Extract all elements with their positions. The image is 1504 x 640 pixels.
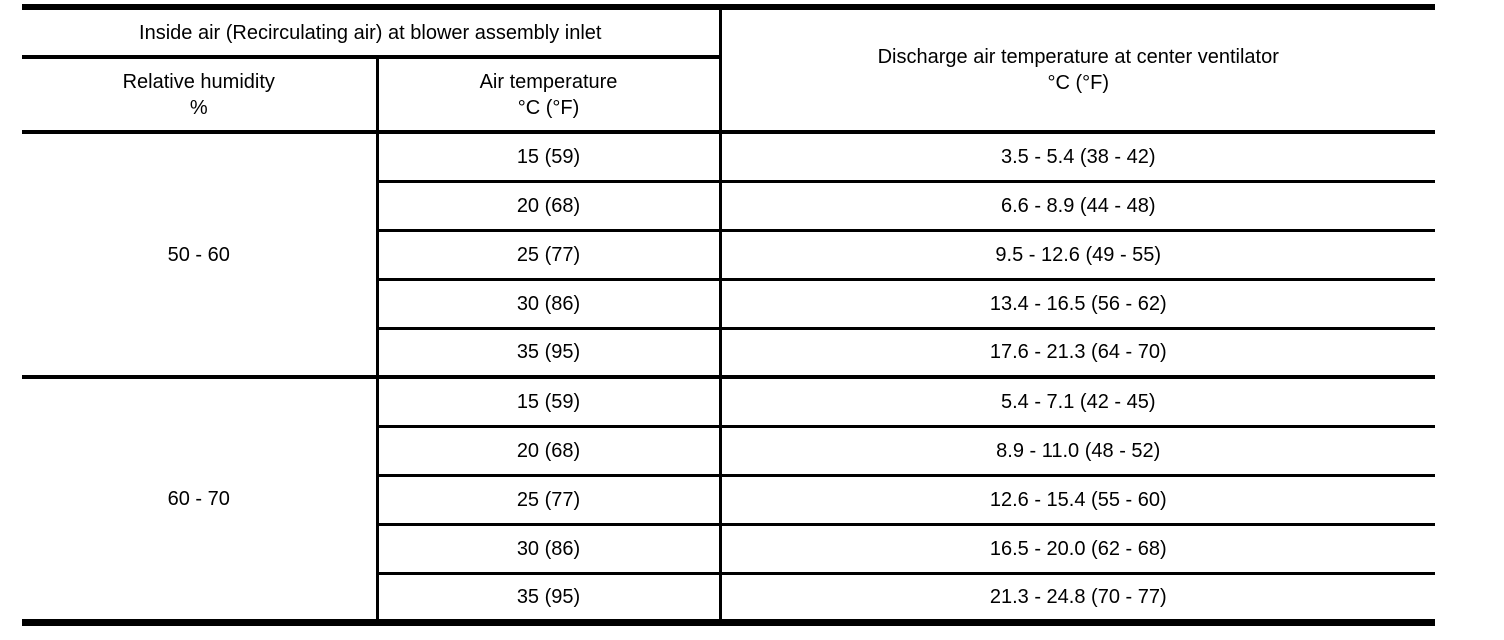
table-body: 50 - 60 15 (59) 3.5 - 5.4 (38 - 42) 20 (… — [22, 132, 1435, 624]
table-row: 30 (86) 16.5 - 20.0 (62 - 68) — [22, 524, 1435, 575]
discharge-temp-cell: 12.6 - 15.4 (55 - 60) — [718, 475, 1435, 526]
air-temp-cell: 30 (86) — [375, 524, 720, 575]
table-row: 35 (95) 17.6 - 21.3 (64 - 70) — [22, 328, 1435, 379]
discharge-temp-cell: 3.5 - 5.4 (38 - 42) — [718, 132, 1435, 183]
discharge-temp-cell: 5.4 - 7.1 (42 - 45) — [718, 377, 1435, 428]
table-row: 35 (95) 21.3 - 24.8 (70 - 77) — [22, 573, 1435, 624]
air-temp-cell: 25 (77) — [375, 230, 720, 281]
humidity-group-cell: 50 - 60 — [22, 132, 377, 379]
header-discharge-line1: Discharge air temperature at center vent… — [877, 46, 1279, 68]
discharge-temp-cell: 17.6 - 21.3 (64 - 70) — [718, 328, 1435, 379]
header-row-subcolumns: Relative humidity % Air temperature °C (… — [22, 57, 1435, 134]
table-row: 30 (86) 13.4 - 16.5 (56 - 62) — [22, 279, 1435, 330]
table-row: 25 (77) 12.6 - 15.4 (55 - 60) — [22, 475, 1435, 526]
humidity-group-cell: 60 - 70 — [22, 377, 377, 624]
air-temp-cell: 35 (95) — [375, 328, 720, 379]
discharge-temp-cell: 9.5 - 12.6 (49 - 55) — [718, 230, 1435, 281]
air-temp-cell: 35 (95) — [375, 573, 720, 624]
air-temp-cell: 20 (68) — [375, 426, 720, 477]
air-temp-cell: 25 (77) — [375, 475, 720, 526]
discharge-temp-cell: 21.3 - 24.8 (70 - 77) — [718, 573, 1435, 624]
discharge-temp-cell: 16.5 - 20.0 (62 - 68) — [718, 524, 1435, 575]
header-row-inside-air: Inside air (Recirculating air) at blower… — [22, 7, 1435, 134]
header-discharge-units: °C (°F) — [1047, 72, 1110, 94]
header-discharge-air-temperature: Discharge air temperature at center vent… — [718, 7, 1435, 134]
air-temp-cell: 30 (86) — [375, 279, 720, 330]
header-inside-air: Inside air (Recirculating air) at blower… — [22, 7, 720, 59]
table-row: 60 - 70 15 (59) 5.4 - 7.1 (42 - 45) — [22, 377, 1435, 624]
air-temp-cell: 20 (68) — [375, 181, 720, 232]
header-air-temperature-units: °C (°F) — [517, 96, 580, 119]
table-row: 25 (77) 9.5 - 12.6 (49 - 55) — [22, 230, 1435, 281]
header-air-temperature-line1: Air temperature — [479, 70, 618, 93]
discharge-temp-cell: 6.6 - 8.9 (44 - 48) — [718, 181, 1435, 232]
table-row: 20 (68) 8.9 - 11.0 (48 - 52) — [22, 426, 1435, 477]
table-header: Inside air (Recirculating air) at blower… — [22, 7, 1435, 134]
air-temp-cell: 15 (59) — [375, 132, 720, 183]
header-air-temperature: Air temperature °C (°F) — [375, 57, 720, 134]
header-relative-humidity-units: % — [189, 96, 208, 119]
table-row: 20 (68) 6.6 - 8.9 (44 - 48) — [22, 181, 1435, 232]
discharge-air-temperature-table: Inside air (Recirculating air) at blower… — [22, 4, 1435, 626]
header-relative-humidity-line1: Relative humidity — [122, 70, 275, 93]
discharge-temp-cell: 13.4 - 16.5 (56 - 62) — [718, 279, 1435, 330]
table-row: 50 - 60 15 (59) 3.5 - 5.4 (38 - 42) — [22, 132, 1435, 379]
discharge-temp-cell: 8.9 - 11.0 (48 - 52) — [718, 426, 1435, 477]
air-temp-cell: 15 (59) — [375, 377, 720, 428]
header-relative-humidity: Relative humidity % — [22, 57, 377, 134]
